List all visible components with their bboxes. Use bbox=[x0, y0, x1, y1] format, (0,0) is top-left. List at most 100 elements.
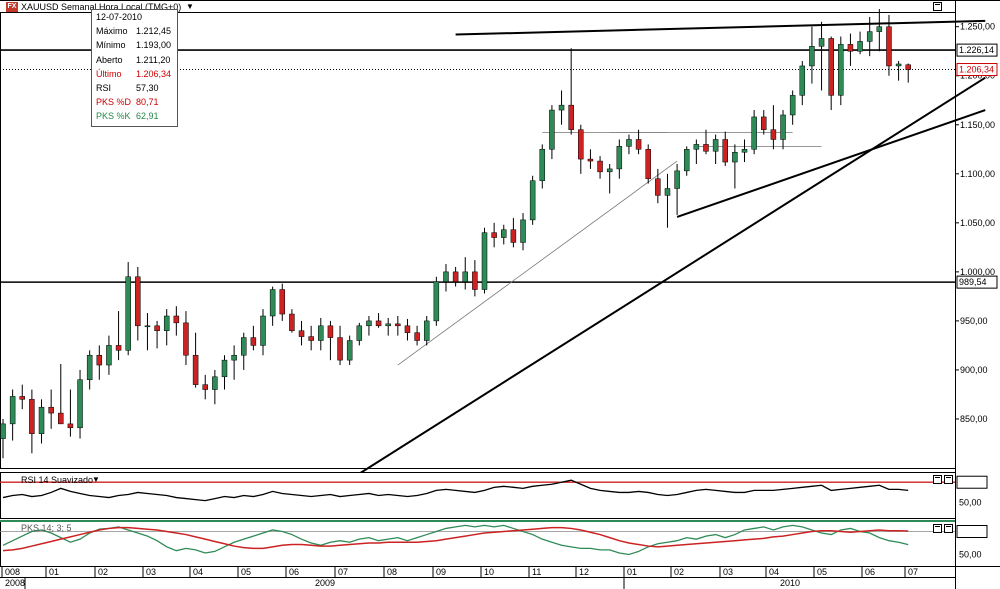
candle-body bbox=[895, 63, 902, 67]
info-key: PKS %K bbox=[96, 111, 131, 122]
candle-body bbox=[751, 116, 757, 150]
candle-body bbox=[626, 139, 632, 147]
month-label: 09 bbox=[436, 567, 446, 577]
year-label: 2009 bbox=[315, 578, 335, 588]
candle-body bbox=[260, 315, 266, 346]
candle-body bbox=[789, 95, 796, 116]
main-panel-minimize-icon[interactable] bbox=[933, 2, 942, 11]
candle-body bbox=[712, 139, 719, 152]
pks-panel-frame bbox=[0, 520, 956, 567]
month-label: 07 bbox=[908, 567, 918, 577]
candle-body bbox=[48, 406, 54, 414]
candle-body bbox=[423, 320, 430, 341]
candle-body bbox=[106, 345, 112, 366]
candle-body bbox=[818, 38, 825, 47]
info-row: Aberto 1.211,20 bbox=[92, 53, 177, 67]
time-axis: 008 01 02 03 04 05 06 07 08 09 10 11 12 01 02 03 04 05 06 0… bbox=[0, 566, 1000, 589]
pks-minimize-icon[interactable] bbox=[933, 524, 942, 533]
candle-body bbox=[597, 160, 603, 173]
rsi-minimize-icon[interactable] bbox=[933, 475, 942, 484]
month-label: 03 bbox=[146, 567, 156, 577]
info-value: 1.193,00 bbox=[136, 40, 172, 51]
pks-tick-label: 50,00 bbox=[959, 550, 982, 560]
candle-body bbox=[29, 399, 35, 434]
info-value: 1.206,34 bbox=[136, 68, 172, 79]
candle-body bbox=[770, 129, 777, 140]
candle-body bbox=[558, 104, 565, 111]
candle-body bbox=[549, 109, 555, 150]
candle-body bbox=[510, 229, 517, 243]
candle-body bbox=[539, 149, 546, 181]
month-label: 12 bbox=[579, 567, 589, 577]
candle-body bbox=[318, 325, 324, 341]
price-axis: 1.250,001.200,001.150,001.100,001.050,00… bbox=[955, 0, 998, 589]
candle-body bbox=[202, 384, 208, 390]
rsi-panel-frame bbox=[0, 472, 956, 519]
month-label: 06 bbox=[865, 567, 875, 577]
info-row: PKS %D 80,71 bbox=[92, 95, 177, 109]
candle-body bbox=[19, 396, 26, 400]
candle-body bbox=[77, 379, 83, 429]
candle-body bbox=[568, 104, 574, 130]
rsi-chevron-down-icon[interactable]: ▼ bbox=[92, 475, 100, 484]
candle-body bbox=[491, 232, 497, 238]
pks-title: PKS 14; 3; 5 bbox=[21, 523, 72, 533]
candle-body bbox=[241, 337, 247, 356]
candle-body bbox=[0, 423, 6, 439]
pks-d-line bbox=[2, 526, 909, 552]
price-tag-box bbox=[956, 275, 998, 289]
month-label: 01 bbox=[49, 567, 59, 577]
title-chevron-down-icon[interactable]: ▼ bbox=[186, 2, 194, 11]
month-label: 06 bbox=[289, 567, 299, 577]
candle-body bbox=[173, 315, 180, 324]
month-label: 08 bbox=[387, 567, 397, 577]
candle-body bbox=[356, 325, 363, 341]
candle-body bbox=[183, 322, 189, 356]
candle-body bbox=[125, 276, 131, 351]
rsi-title: RSI 14 Suavizado bbox=[21, 475, 94, 485]
candle-body bbox=[9, 396, 16, 425]
chart-title: XAUUSD Semanal Hora Local (TMG+0) bbox=[21, 2, 182, 12]
candle-body bbox=[308, 336, 314, 341]
candle-body bbox=[163, 315, 170, 331]
trendline bbox=[676, 109, 986, 218]
candle-body bbox=[616, 146, 623, 170]
data-window: 12-07-2010 Máximo 1.212,45 Mínimo 1.193,00 A… bbox=[91, 9, 178, 127]
candle-body bbox=[703, 144, 709, 152]
price-tick-label: 900,00 bbox=[960, 365, 988, 375]
candle-body bbox=[327, 325, 334, 338]
candle-body bbox=[433, 281, 440, 322]
price-tag-label: 1.226,14 bbox=[959, 45, 994, 55]
candlesticks bbox=[0, 9, 911, 459]
info-value: 1.211,20 bbox=[136, 54, 171, 65]
candle-body bbox=[780, 114, 786, 140]
rsi-close-icon[interactable] bbox=[944, 475, 953, 484]
price-tick-label: 1.250,00 bbox=[960, 22, 995, 32]
candle-body bbox=[481, 232, 488, 290]
info-value: 62,91 bbox=[136, 111, 159, 122]
month-label: 02 bbox=[674, 567, 684, 577]
info-key: PKS %D bbox=[96, 97, 132, 108]
candle-body bbox=[847, 44, 854, 52]
candle-body bbox=[298, 330, 305, 337]
info-value: 80,71 bbox=[136, 97, 159, 108]
info-row: Último 1.206,34 bbox=[92, 67, 177, 81]
info-key: Mínimo bbox=[96, 40, 126, 51]
candle-body bbox=[520, 219, 526, 243]
candle-body bbox=[452, 271, 459, 282]
candle-body bbox=[404, 325, 411, 333]
candle-body bbox=[414, 332, 420, 341]
pks-close-icon[interactable] bbox=[944, 524, 953, 533]
candle-body bbox=[472, 271, 478, 290]
candle-body bbox=[886, 26, 892, 67]
candle-body bbox=[250, 337, 257, 346]
candle-body bbox=[115, 345, 122, 351]
month-label: 04 bbox=[769, 567, 779, 577]
candle-body bbox=[385, 323, 391, 327]
info-value: 1.212,45 bbox=[136, 26, 172, 37]
candle-body bbox=[86, 354, 93, 380]
candle-body bbox=[674, 170, 680, 189]
info-key: Máximo bbox=[96, 26, 128, 37]
